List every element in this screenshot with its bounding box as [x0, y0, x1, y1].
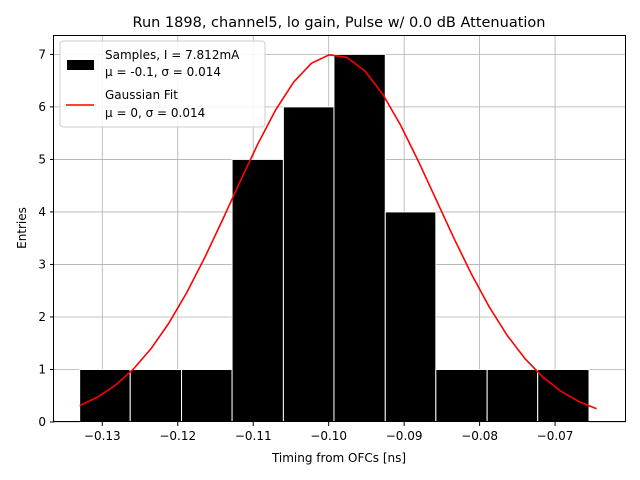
legend-fit-label: Gaussian Fit — [105, 88, 178, 102]
y-tick-label: 5 — [38, 152, 46, 166]
x-axis-label: Timing from OFCs [ns] — [271, 451, 406, 465]
x-tick-label: −0.08 — [461, 429, 498, 443]
histogram-bar — [129, 368, 183, 423]
legend-box — [59, 40, 266, 128]
legend-samples-stats: μ = -0.1, σ = 0.014 — [105, 65, 221, 79]
histogram-bar — [333, 53, 386, 423]
histogram-bar — [282, 106, 335, 423]
histogram-bar — [435, 368, 488, 423]
y-axis-label: Entries — [15, 207, 29, 249]
histogram-bar — [181, 368, 233, 423]
y-tick-label: 1 — [38, 362, 46, 376]
y-tick-label: 2 — [38, 310, 46, 324]
histogram-bars — [79, 53, 590, 423]
histogram-bar — [537, 368, 590, 423]
histogram-bar — [486, 368, 539, 423]
x-tick-label: −0.09 — [386, 429, 423, 443]
histogram-bar — [231, 158, 284, 423]
histogram-bar — [384, 211, 437, 423]
x-axis-ticks: −0.13 −0.12 −0.11 −0.10 −0.09 −0.08 −0.07 — [84, 422, 574, 443]
x-tick-label: −0.10 — [310, 429, 347, 443]
chart-title: Run 1898, channel5, lo gain, Pulse w/ 0.… — [133, 15, 546, 31]
legend-samples-swatch — [67, 60, 94, 70]
x-tick-label: −0.07 — [537, 429, 574, 443]
histogram-bar — [79, 368, 131, 423]
y-tick-label: 7 — [38, 47, 46, 61]
x-tick-label: −0.13 — [84, 429, 121, 443]
y-tick-label: 6 — [38, 100, 46, 114]
y-axis-ticks: 0 1 2 3 4 5 6 7 — [38, 47, 54, 429]
x-tick-label: −0.11 — [235, 429, 272, 443]
plot-frame — [53, 35, 626, 422]
legend-fit-stats: μ = 0, σ = 0.014 — [105, 106, 205, 120]
x-tick-label: −0.12 — [159, 429, 196, 443]
y-tick-label: 0 — [38, 415, 46, 429]
y-tick-label: 4 — [38, 205, 46, 219]
legend: Samples, I = 7.812mA μ = -0.1, σ = 0.014… — [59, 40, 266, 128]
legend-samples-label: Samples, I = 7.812mA — [105, 48, 240, 62]
gaussian-fit-line — [79, 53, 597, 410]
y-tick-label: 3 — [38, 257, 46, 271]
